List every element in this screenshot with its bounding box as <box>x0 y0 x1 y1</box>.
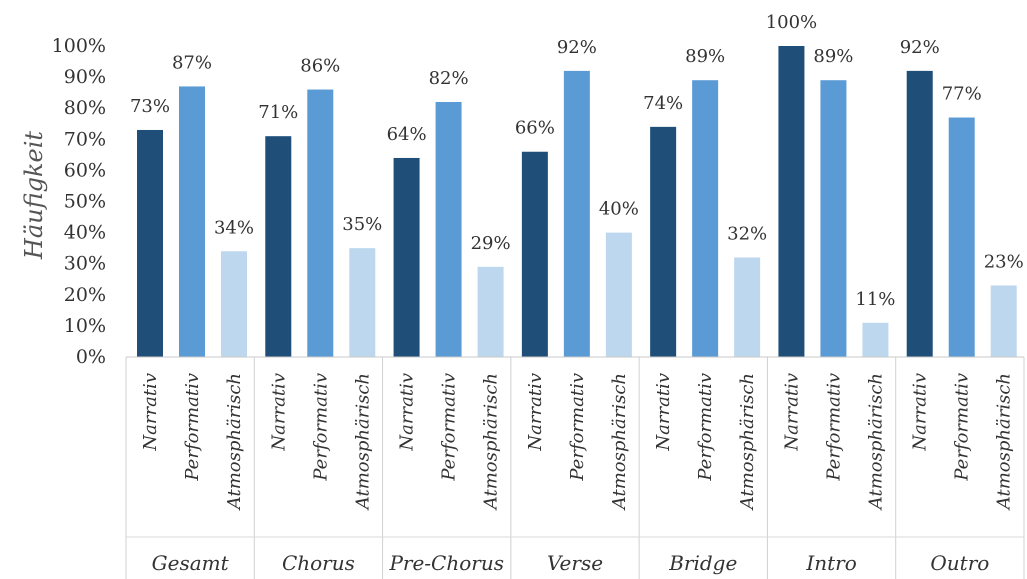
x-subcategory-label: Atmosphärisch <box>865 373 886 511</box>
x-subcategory-label: Narrativ <box>397 373 418 452</box>
data-label: 32% <box>727 223 767 244</box>
data-label: 34% <box>214 217 254 238</box>
x-subcategory-label: Atmosphärisch <box>481 373 502 511</box>
bar <box>521 151 548 357</box>
bar <box>265 136 292 357</box>
data-label: 82% <box>429 68 469 89</box>
x-subcategory-label: Narrativ <box>781 373 802 452</box>
x-axis: Narrativ Performativ Atmosphärisch Gesamt Na… <box>125 356 1025 579</box>
bar <box>563 70 590 357</box>
x-group-label: Gesamt <box>152 551 230 575</box>
bar <box>349 248 376 357</box>
bar <box>778 46 805 357</box>
data-label: 64% <box>387 124 427 145</box>
data-label: 66% <box>515 118 555 139</box>
data-label: 92% <box>557 37 597 58</box>
data-label: 77% <box>942 84 982 105</box>
bar <box>137 129 163 357</box>
y-tick-label: 90% <box>64 66 106 88</box>
y-tick-label: 0% <box>76 346 106 368</box>
x-subcategory-label: Atmosphärisch <box>737 373 758 511</box>
data-label: 71% <box>258 102 298 123</box>
y-tick-label: 70% <box>64 128 106 150</box>
x-subcategory-label: Narrativ <box>525 373 546 452</box>
data-label: 100% <box>766 12 817 33</box>
y-axis-label: Häufigkeit <box>20 131 48 260</box>
bar <box>435 101 462 357</box>
data-label: 87% <box>172 52 212 73</box>
bar <box>477 266 504 357</box>
bar <box>990 285 1017 357</box>
bar <box>734 257 761 357</box>
y-tick-label: 60% <box>64 159 106 181</box>
bar <box>820 80 847 358</box>
data-label: 23% <box>984 251 1024 272</box>
x-group-label: Bridge <box>668 551 737 575</box>
x-subcategory-label: Performativ <box>695 373 716 482</box>
data-label: 40% <box>599 199 639 220</box>
x-subcategory-label: Performativ <box>567 373 588 482</box>
x-group-label: Outro <box>930 551 989 575</box>
y-tick-label: 20% <box>64 284 106 306</box>
bar <box>605 232 632 357</box>
bar <box>906 70 933 357</box>
x-group-label: Intro <box>805 551 856 575</box>
x-subcategory-label: Performativ <box>182 373 203 482</box>
data-label: 86% <box>300 56 340 77</box>
x-subcategory-label: Narrativ <box>140 373 161 452</box>
data-label: 29% <box>471 233 511 254</box>
y-tick-label: 30% <box>64 253 106 275</box>
x-subcategory-label: Performativ <box>952 373 973 482</box>
data-label: 92% <box>900 37 940 58</box>
x-subcategory-label: Atmosphärisch <box>609 373 630 511</box>
y-tick-label: 40% <box>64 222 106 244</box>
bar <box>307 89 334 357</box>
bar <box>948 117 975 357</box>
x-subcategory-label: Atmosphärisch <box>224 373 245 511</box>
bars <box>137 46 1017 358</box>
y-tick-label: 100% <box>52 35 106 57</box>
data-label: 89% <box>685 46 725 67</box>
bar <box>692 80 719 358</box>
x-subcategory-label: Atmosphärisch <box>352 373 373 511</box>
y-tick-label: 50% <box>64 191 106 213</box>
x-subcategory-label: Performativ <box>310 373 331 482</box>
x-group-label: Chorus <box>282 551 355 575</box>
bar <box>393 157 420 357</box>
bar <box>179 86 205 358</box>
x-subcategory-label: Atmosphärisch <box>994 373 1015 511</box>
bar <box>862 322 889 357</box>
x-group-label: Verse <box>547 551 603 575</box>
x-subcategory-label: Performativ <box>439 373 460 482</box>
bar <box>221 251 247 357</box>
data-label: 74% <box>643 93 683 114</box>
bar <box>650 126 677 357</box>
y-tick-label: 80% <box>64 97 106 119</box>
x-subcategory-label: Narrativ <box>653 373 674 452</box>
y-axis-ticks: 0% 10% 20% 30% 40% 50% 60% 70% 80% 90% 100% <box>52 35 106 368</box>
x-subcategory-label: Narrativ <box>268 373 289 452</box>
x-subcategory-label: Narrativ <box>910 373 931 452</box>
data-labels: 73% 87% 34% 71% 86% 35% 64% 82% 29% 66% 92% 40% 74% 8… <box>130 12 1024 310</box>
data-label: 89% <box>813 46 853 67</box>
x-group-label: Pre-Chorus <box>388 551 504 575</box>
data-label: 35% <box>342 214 382 235</box>
x-subcategory-label: Performativ <box>823 373 844 482</box>
data-label: 73% <box>130 96 170 117</box>
y-tick-label: 10% <box>64 315 106 337</box>
data-label: 11% <box>855 289 895 310</box>
